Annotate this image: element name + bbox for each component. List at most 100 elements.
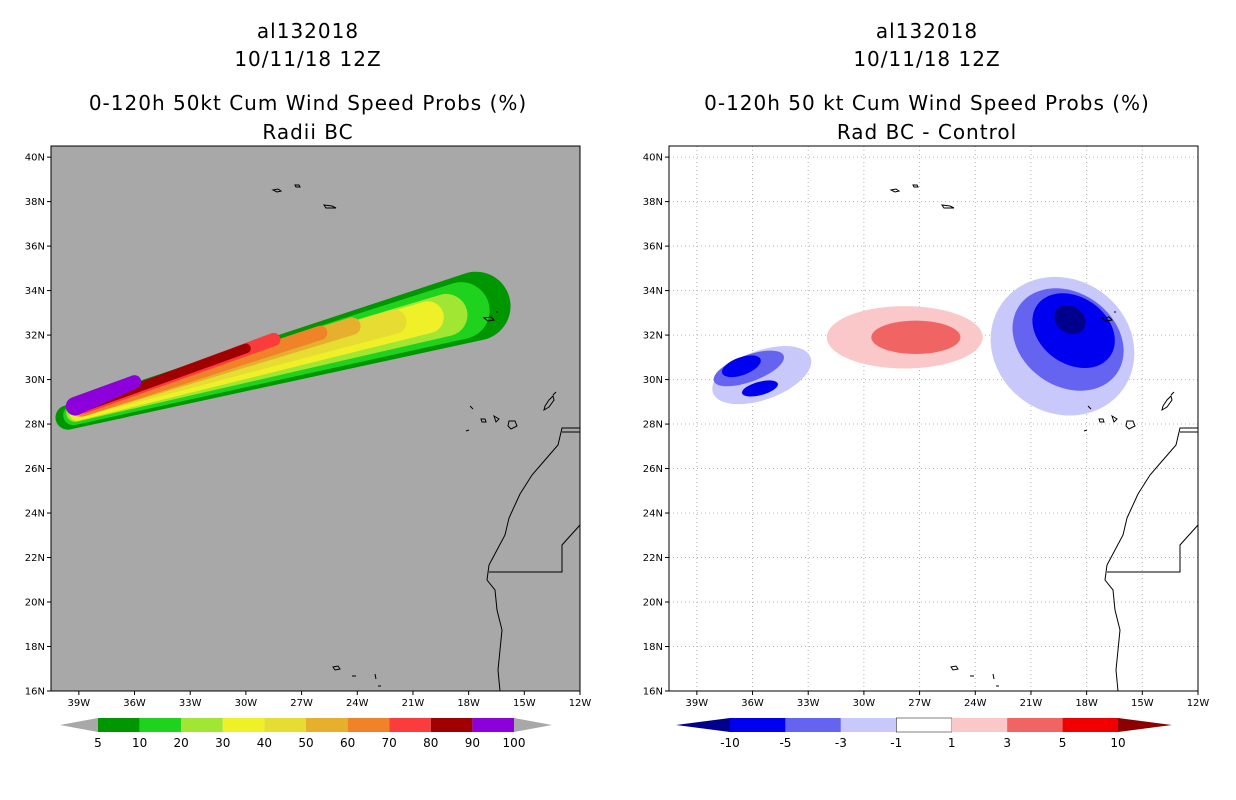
- contour-blob-< -10: [1054, 304, 1086, 335]
- colorbar-segment: [306, 718, 348, 732]
- map-background: [669, 146, 1198, 691]
- x-tick-label: 33W: [179, 698, 202, 709]
- africa-coastline: [1104, 427, 1198, 692]
- y-tick-label: 20N: [25, 598, 45, 609]
- x-tick-label: 24W: [964, 698, 987, 709]
- colorbar-label: 100: [503, 736, 526, 750]
- cape-verde-outline: [332, 665, 381, 687]
- x-tick-label: 27W: [290, 698, 313, 709]
- colorbar-label: 50: [298, 736, 313, 750]
- coastlines: [889, 184, 1199, 692]
- x-tick-label: 39W: [686, 698, 709, 709]
- colorbar-segment: [472, 718, 514, 732]
- contour-blob--10 to -5: [721, 355, 761, 378]
- x-tick-label: 39W: [68, 698, 91, 709]
- colorbar-segment: [98, 718, 140, 732]
- x-tick-label: 21W: [402, 698, 425, 709]
- colorbar-segment: [222, 718, 265, 732]
- x-tick-label: 30W: [235, 698, 258, 709]
- colorbar-segment: [785, 718, 841, 732]
- border-2: [489, 524, 581, 573]
- colorbar-label: 40: [257, 736, 272, 750]
- colorbar-label: 20: [174, 736, 189, 750]
- colorbar-segment: [264, 718, 306, 732]
- colorbar-label: 3: [1003, 736, 1011, 750]
- colorbar-label: 5: [94, 736, 102, 750]
- azores-outline: [271, 184, 337, 209]
- colorbar-segment: [139, 718, 182, 732]
- y-tick-label: 26N: [643, 464, 663, 475]
- colorbar-segment: [430, 718, 473, 732]
- colorbar-segment: [1007, 718, 1063, 732]
- contour-blob-3 to 5: [871, 320, 961, 354]
- gridlines: [669, 146, 1199, 692]
- y-tick-label: 38N: [25, 197, 45, 208]
- x-tick-label: 18W: [1075, 698, 1098, 709]
- y-tick-label: 30N: [25, 375, 45, 386]
- colorbar-label: 1: [948, 736, 956, 750]
- chart-subtitle: Rad BC - Control: [837, 120, 1017, 144]
- storm-id: al132018: [257, 19, 359, 43]
- x-tick-label: 24W: [346, 698, 369, 709]
- colorbar-segment: [181, 718, 223, 732]
- colorbar: -10 -5 -3 -1 1 3 5 10: [676, 717, 1172, 750]
- azores-outline: [889, 184, 955, 209]
- x-tick-label: 36W: [123, 698, 146, 709]
- difference-contours: [712, 276, 1135, 416]
- colorbar-label: -1: [890, 736, 902, 750]
- y-tick-label: 20N: [643, 598, 663, 609]
- x-tick-label: 12W: [569, 698, 592, 709]
- africa-coastline: [486, 427, 580, 692]
- y-tick-label: 30N: [643, 375, 663, 386]
- colorbar-label: 5: [1059, 736, 1067, 750]
- date-label: 10/11/18 12Z: [234, 47, 381, 71]
- colorbar-segment: [840, 718, 897, 732]
- x-axis: 39W 36W 33W 30W 27W 24W 21W 18W 15W 12W: [68, 691, 592, 709]
- x-tick-label: 15W: [513, 698, 536, 709]
- colorbar-label: 90: [465, 736, 480, 750]
- colorbar-low-arrow: [676, 718, 730, 732]
- colorbar-high-arrow: [514, 718, 552, 732]
- colorbar: 5 10 20 30 40 50 60 70 80 90 100: [60, 718, 552, 750]
- y-tick-label: 26N: [25, 464, 45, 475]
- colorbar-segment: [730, 718, 786, 732]
- contour-blob--10 to -5: [741, 380, 778, 397]
- y-tick-label: 18N: [643, 642, 663, 653]
- colorbar-label: 30: [215, 736, 230, 750]
- colorbar-segment: [347, 718, 390, 732]
- y-tick-label: 32N: [25, 331, 45, 342]
- map-frame: [668, 145, 1199, 692]
- x-tick-label: 36W: [741, 698, 764, 709]
- y-tick-label: 40N: [643, 153, 663, 164]
- chart-subtitle: Radii BC: [262, 120, 353, 144]
- date-label: 10/11/18 12Z: [853, 47, 1000, 71]
- colorbar-label: 70: [382, 736, 397, 750]
- y-tick-label: 22N: [643, 553, 663, 564]
- colorbar-label: -3: [835, 736, 847, 750]
- cape-verde-outline: [950, 665, 999, 687]
- madeira-outline: [1100, 311, 1116, 322]
- madeira-outline: [482, 311, 498, 322]
- y-tick-label: 32N: [643, 331, 663, 342]
- y-tick-label: 22N: [25, 553, 45, 564]
- colorbar-label: 10: [132, 736, 147, 750]
- colorbar-label: -5: [779, 736, 791, 750]
- y-axis: 40N 38N 36N 34N 32N 30N 28N 26N 24N 22N 20N 18N 16N: [643, 153, 669, 698]
- y-tick-label: 24N: [643, 509, 663, 520]
- y-tick-label: 18N: [25, 642, 45, 653]
- y-tick-label: 16N: [25, 687, 45, 698]
- y-tick-label: 40N: [25, 153, 45, 164]
- border-2: [1107, 524, 1199, 573]
- colorbar-segment: [896, 717, 952, 733]
- y-tick-label: 36N: [25, 242, 45, 253]
- y-tick-label: 24N: [25, 509, 45, 520]
- x-tick-label: 30W: [853, 698, 876, 709]
- canaries-outline: [465, 391, 557, 432]
- colorbar-segment: [1062, 718, 1118, 732]
- colorbar-label: 10: [1110, 736, 1125, 750]
- x-tick-label: 33W: [797, 698, 820, 709]
- x-axis: 39W 36W 33W 30W 27W 24W 21W 18W 15W 12W: [686, 691, 1209, 709]
- y-tick-label: 34N: [25, 286, 45, 297]
- y-tick-label: 34N: [643, 286, 663, 297]
